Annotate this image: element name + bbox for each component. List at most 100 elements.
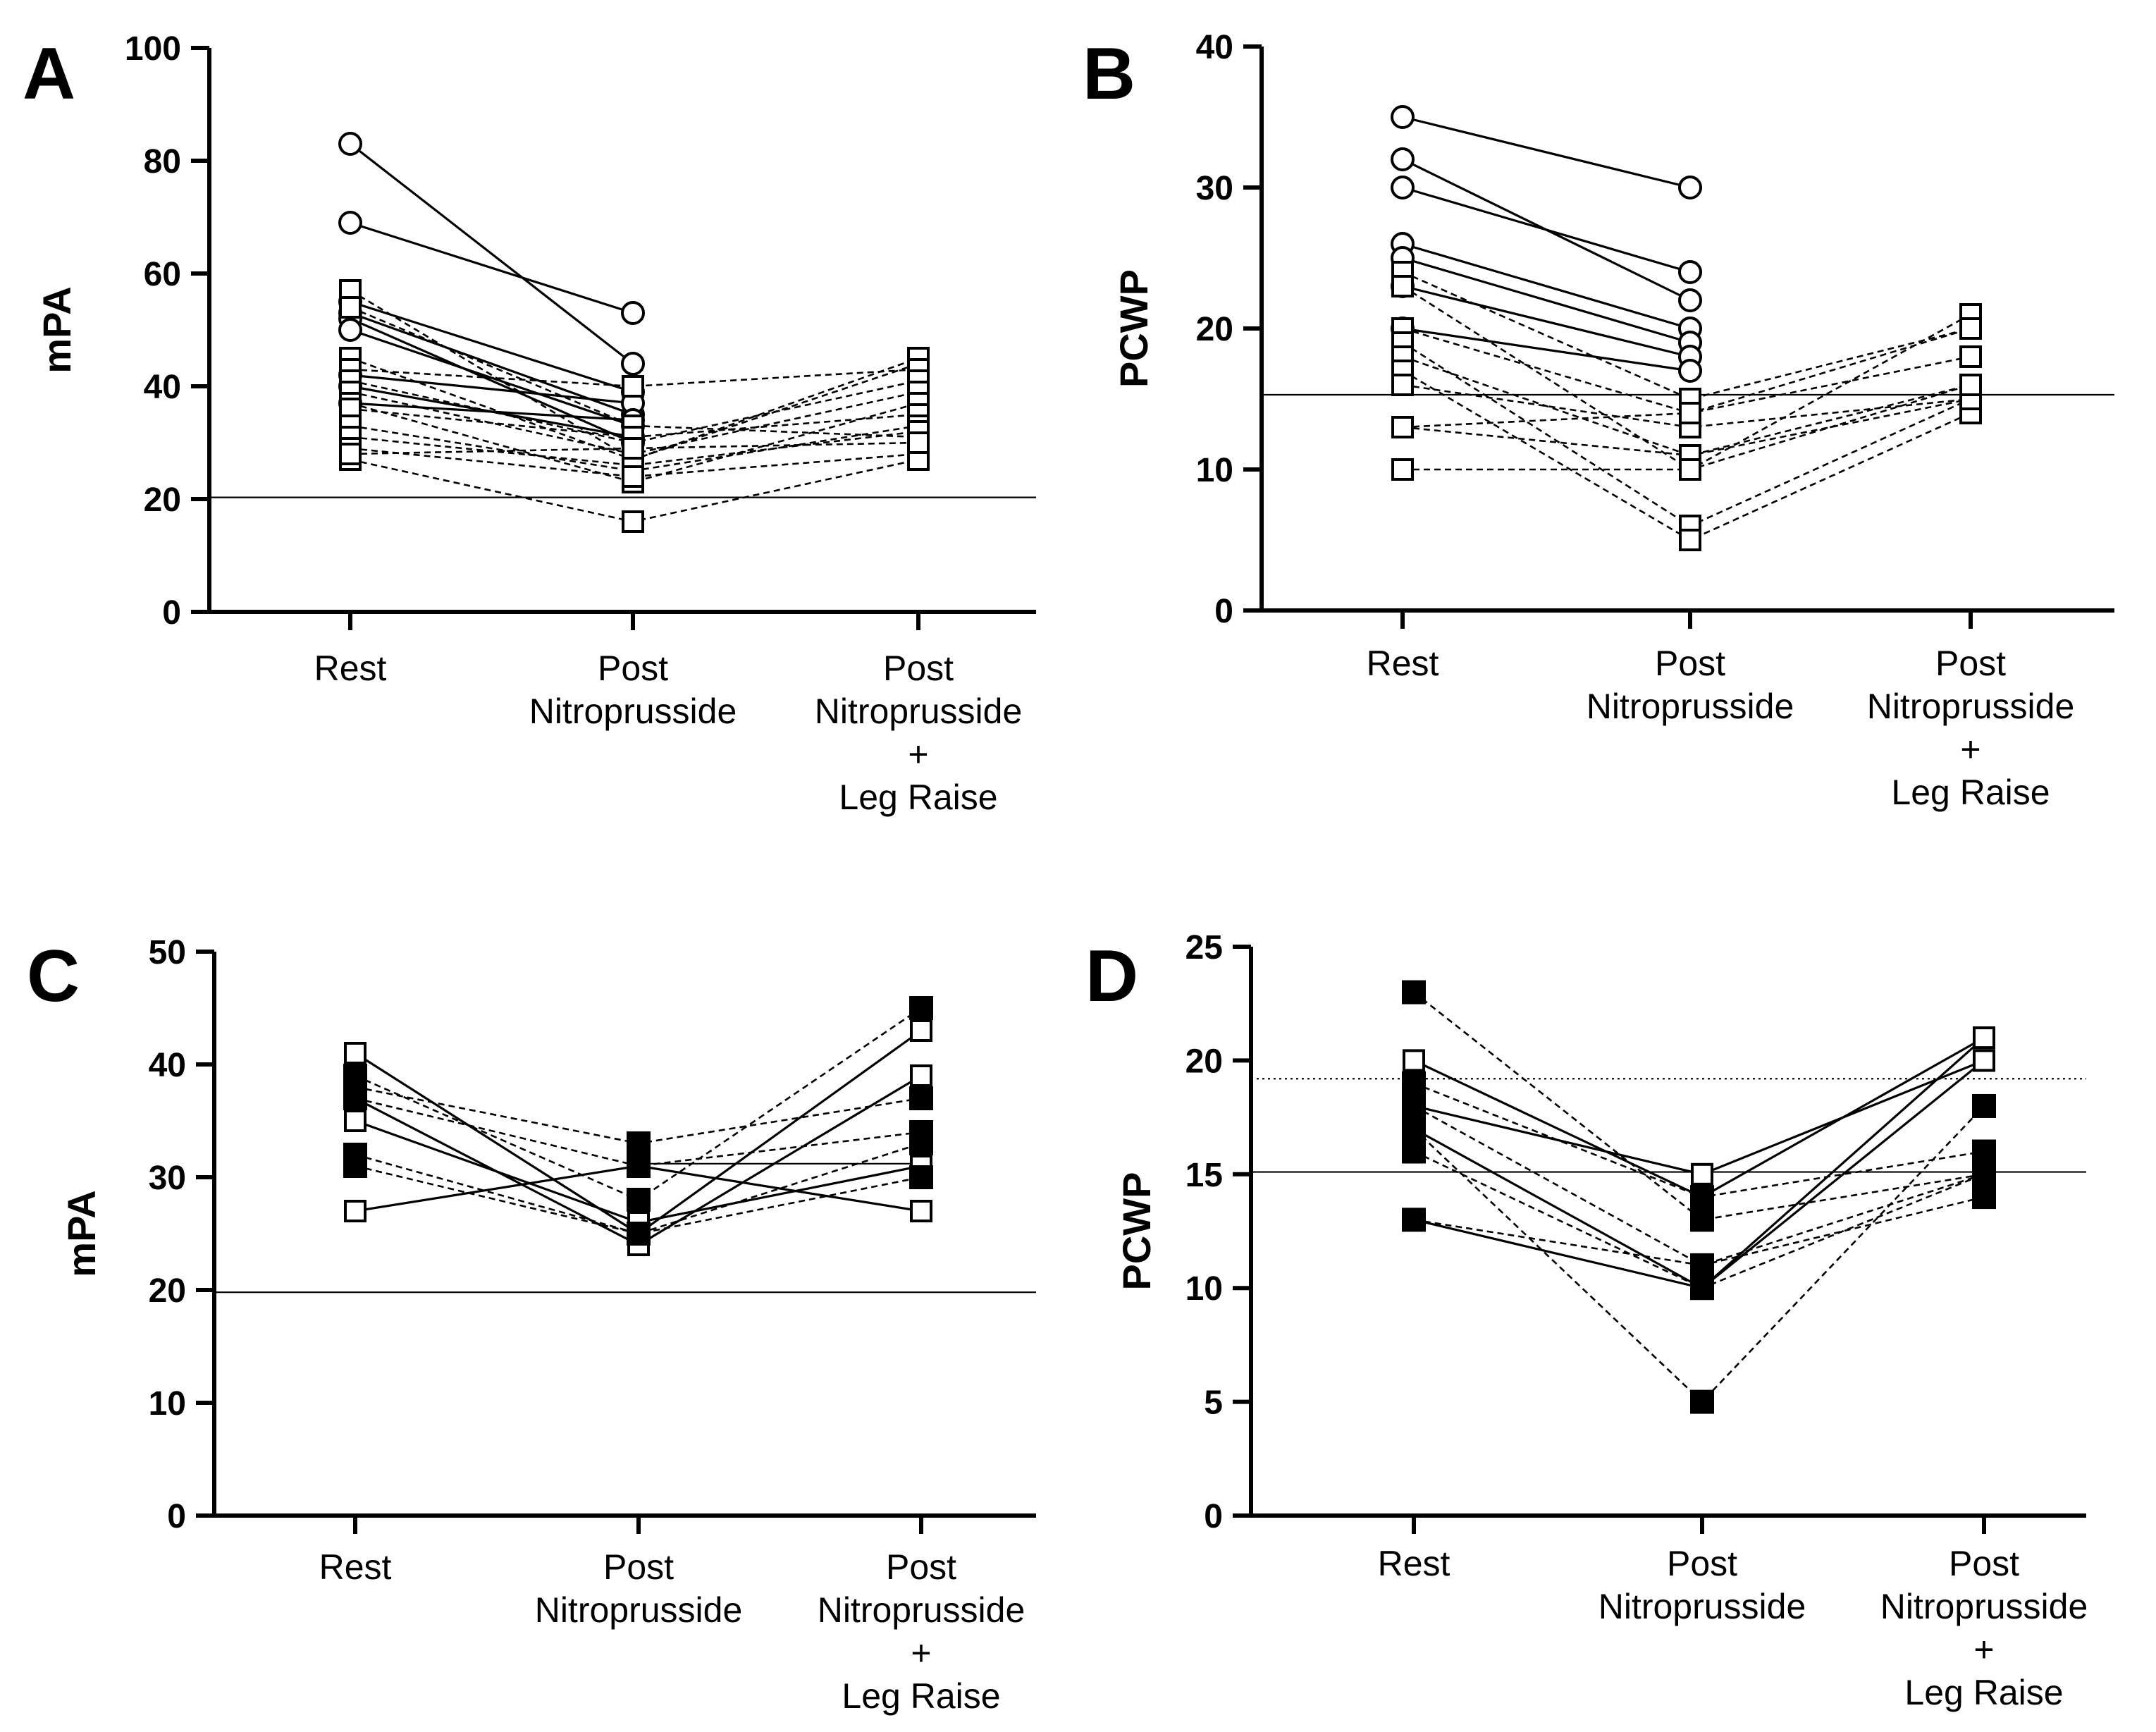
panel-d-series-5-point <box>1402 980 1426 1005</box>
panel-b-series-2-point <box>1391 147 1415 171</box>
panel-b: B PCWP 0 10 20 30 40 Rest Post Nitroprusside Post N… <box>1083 29 2114 812</box>
panel-b-series-12-line <box>1402 355 1971 457</box>
panel-b-series-1-point <box>1678 176 1702 199</box>
panel-a-series-22-point <box>907 431 930 454</box>
panel-d-series-6-point <box>1690 1185 1714 1210</box>
panel-a-category-label-1: Rest <box>314 649 387 688</box>
panel-d-series-7-point <box>1972 1185 1996 1210</box>
panel-a-series-22-point <box>339 443 362 465</box>
panel-b-y-tick-label: 10 <box>1196 452 1233 489</box>
panel-a-y-axis-label: mPA <box>35 286 79 373</box>
panel-b-series-14-point <box>1391 374 1414 396</box>
panel-b-letter: B <box>1083 33 1135 115</box>
panel-c-series-4-point <box>344 1200 366 1222</box>
panel-a-y-tick-label: 80 <box>144 143 181 180</box>
panel-d-category-label-2: Post Nitroprusside <box>1598 1544 1806 1626</box>
panel-a-series-1-point <box>621 352 645 376</box>
panel-d-series-5-line <box>1413 991 1985 1221</box>
panel-b-series-7-point <box>1678 359 1702 383</box>
panel-c-y-tick-label: 0 <box>167 1498 186 1535</box>
panel-d-category-label-3: Post Nitroprusside + Leg Raise <box>1880 1544 2088 1712</box>
panel-c-series-9-point <box>343 1154 367 1178</box>
panel-d-category-label-1: Rest <box>1378 1544 1450 1583</box>
panel-c-y-axis-label: mPA <box>59 1190 104 1277</box>
panel-a-series-5-line <box>350 317 634 444</box>
panel-b-series-17-point <box>1959 374 1982 396</box>
panel-a-series-7-line <box>350 374 634 405</box>
panel-d-series-9-point <box>1402 1139 1426 1164</box>
panel-a-y-tick-label: 40 <box>144 369 181 406</box>
panel-a-y-tick-label: 100 <box>125 30 181 68</box>
panel-d-series-10-line <box>1413 1173 1985 1267</box>
panel-c-series-7-point <box>343 1086 367 1110</box>
panel-d-y-tick-label: 25 <box>1185 929 1223 966</box>
panel-d-series-8-point <box>1972 1093 1996 1118</box>
panel-d-y-tick-label: 0 <box>1204 1498 1223 1535</box>
panel-a-series-2-point <box>621 301 645 325</box>
panel-d-series-3-point <box>1973 1049 1995 1072</box>
panel-d-series-6-point <box>1972 1139 1996 1164</box>
panel-c-series-4-point <box>910 1200 932 1222</box>
panel-c-series-5-point <box>909 996 933 1020</box>
panel-c-series-7-point <box>627 1154 651 1178</box>
panel-c-series-8-point <box>909 1131 933 1155</box>
panel-b-series-10-point <box>1959 345 1982 368</box>
panel-c-series-6-point <box>909 1086 933 1110</box>
panel-b-series-3-point <box>1391 176 1415 199</box>
panel-d-series-9-point <box>1690 1276 1714 1301</box>
panel-c-series-9-point <box>627 1222 651 1246</box>
panel-d-series-5-point <box>1690 1208 1714 1232</box>
panel-a-series-16-line <box>350 402 919 484</box>
panel-d-series-4-point <box>1973 1026 1995 1050</box>
panel-b-y-tick-label: 20 <box>1196 311 1233 348</box>
panel-b-series-9-point <box>1391 275 1414 297</box>
panel-c-y-tick-label: 40 <box>149 1047 186 1084</box>
panel-c-series-3-point <box>344 1110 366 1132</box>
panel-a-y-tick-label: 0 <box>162 594 181 632</box>
panel-d-y-tick-label: 10 <box>1185 1270 1223 1308</box>
panel-d-y-tick-label: 20 <box>1185 1043 1223 1080</box>
panel-a-series-13-point <box>622 375 644 398</box>
panel-c-series-6-point <box>627 1131 651 1155</box>
panel-d-series-4-line <box>1413 1036 1985 1289</box>
panel-b-series-17-point <box>1391 458 1414 481</box>
panel-a-series-1-line <box>350 142 634 365</box>
panel-b-y-tick-label: 40 <box>1196 29 1233 66</box>
panel-b-category-label-1: Rest <box>1367 644 1439 683</box>
panel-b-series-5-line <box>1402 257 1691 344</box>
panel-b-category-label-2: Post Nitroprusside <box>1587 644 1794 726</box>
panel-a-letter: A <box>23 33 75 115</box>
panel-d-series-2-line <box>1413 1059 1985 1176</box>
panel-a-series-21-point <box>622 510 644 533</box>
panel-b-y-axis-label: PCWP <box>1111 269 1156 388</box>
panel-c-letter: C <box>27 935 80 1017</box>
panel-a-y-tick-label: 60 <box>144 256 181 293</box>
panel-d-series-7-point <box>1402 1093 1426 1118</box>
panel-b-series-3-point <box>1678 260 1702 284</box>
panel-a-series-3-line <box>350 300 634 393</box>
panel-c-series-9-point <box>909 1165 933 1189</box>
panel-c-category-label-3: Post Nitroprusside + Leg Raise <box>818 1547 1025 1716</box>
panel-b-series-16-point <box>1391 416 1414 438</box>
panel-d-series-2-point <box>1691 1162 1713 1186</box>
panel-a-y-tick-label: 20 <box>144 481 181 519</box>
panel-d-series-8-point <box>1690 1389 1714 1414</box>
panel-c-series-8-line <box>355 1142 922 1235</box>
panel-b-series-15-point <box>1679 402 1701 424</box>
panel-b-y-tick-label: 30 <box>1196 170 1233 207</box>
panel-d-series-6-point <box>1402 1071 1426 1095</box>
panel-c-category-label-1: Rest <box>319 1547 392 1587</box>
panel-b-series-3-line <box>1402 186 1691 274</box>
panel-d: D PCWP 0 5 10 15 20 25 Rest Post Nitroprusside Post… <box>1085 929 2088 1712</box>
panel-a-series-2-line <box>350 221 634 314</box>
panel-c-series-1-point <box>910 1019 932 1042</box>
panel-a-series-2-point <box>338 211 362 235</box>
panel-a-series-22-point <box>622 437 644 460</box>
panel-c-y-tick-label: 50 <box>149 934 186 971</box>
panel-a-series-9-line <box>350 402 634 422</box>
panel-a-series-20-point <box>622 465 644 488</box>
panel-a-series-6-point <box>338 318 362 342</box>
panel-c-y-tick-label: 10 <box>149 1385 186 1423</box>
panel-d-y-tick-label: 15 <box>1185 1157 1223 1194</box>
panel-a-series-1-point <box>338 132 362 156</box>
